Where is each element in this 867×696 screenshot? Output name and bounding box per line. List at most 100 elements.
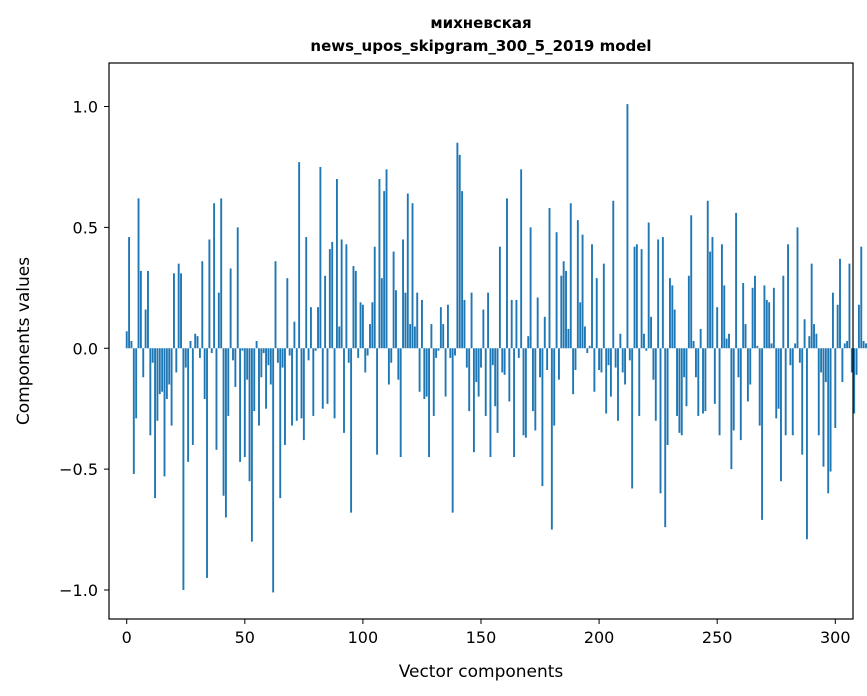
bar <box>789 348 792 366</box>
bar <box>536 297 539 349</box>
chart-title: михневская <box>430 14 531 32</box>
bar <box>659 348 662 494</box>
bar <box>310 307 312 349</box>
bar <box>586 348 589 354</box>
bar <box>543 316 546 349</box>
bar <box>827 348 830 494</box>
bar <box>775 348 778 419</box>
bar <box>494 348 497 407</box>
bar <box>829 348 832 472</box>
bar <box>206 348 208 578</box>
bar <box>558 348 560 380</box>
bar <box>732 348 735 431</box>
bar <box>638 348 641 416</box>
bar <box>465 348 468 368</box>
bar <box>706 200 709 349</box>
bar <box>456 142 459 349</box>
bar <box>699 328 702 349</box>
bar <box>532 348 534 412</box>
bar <box>305 237 308 349</box>
y-tick-label: −1.0 <box>59 581 98 600</box>
bar <box>137 198 140 349</box>
bar <box>742 282 745 349</box>
bar <box>328 249 331 349</box>
bar <box>406 193 409 349</box>
bar <box>357 348 360 358</box>
bar <box>713 348 716 404</box>
bar <box>298 162 301 349</box>
bar <box>650 316 652 349</box>
y-tick-label: 0.0 <box>73 339 98 358</box>
bar <box>498 246 501 349</box>
bar <box>144 309 147 349</box>
bar <box>824 348 827 383</box>
bar <box>449 348 452 358</box>
bar <box>822 348 825 467</box>
bar <box>520 169 523 349</box>
bar <box>177 263 180 349</box>
bar <box>293 321 296 349</box>
x-tick-label: 300 <box>820 628 851 647</box>
bar <box>780 348 782 482</box>
bar <box>489 348 492 458</box>
bar <box>260 348 263 378</box>
bar <box>718 348 721 436</box>
bar <box>189 341 192 349</box>
bar <box>794 343 797 349</box>
bar <box>387 348 390 385</box>
bar <box>413 326 416 349</box>
bar <box>690 215 693 349</box>
bar <box>524 348 527 438</box>
bar <box>503 348 506 375</box>
bar <box>595 278 598 349</box>
bar <box>132 348 135 474</box>
bar <box>201 261 204 349</box>
bar <box>265 348 268 409</box>
y-axis-label: Components values <box>14 257 34 425</box>
bar <box>555 232 558 349</box>
bar <box>442 324 445 349</box>
bar <box>522 348 525 436</box>
bar <box>286 278 289 349</box>
bar <box>725 338 728 349</box>
bar <box>704 348 707 412</box>
bar <box>735 212 738 349</box>
bar <box>423 348 426 400</box>
bar <box>472 348 475 453</box>
bar <box>149 348 152 436</box>
bar <box>697 348 700 416</box>
bar <box>619 333 622 349</box>
bar <box>579 302 582 349</box>
bar <box>621 348 624 373</box>
bar <box>439 307 442 349</box>
bar <box>369 324 371 349</box>
bar <box>284 348 286 445</box>
bar <box>598 348 601 371</box>
bar <box>243 348 246 458</box>
bar <box>383 191 386 349</box>
bar <box>754 275 756 349</box>
x-tick-label: 200 <box>584 628 615 647</box>
bar <box>241 348 244 351</box>
bar <box>446 304 449 349</box>
bar <box>602 263 605 349</box>
bar <box>229 268 232 349</box>
bar <box>191 348 194 445</box>
bar <box>248 348 251 482</box>
bar <box>628 348 631 361</box>
bar <box>746 348 749 402</box>
bar <box>380 278 383 349</box>
bar <box>768 302 771 349</box>
bar <box>361 304 364 349</box>
bar <box>711 237 714 349</box>
bar <box>671 285 674 349</box>
bar <box>288 348 291 356</box>
bar <box>676 348 678 416</box>
bar <box>784 348 787 436</box>
bar <box>180 273 182 349</box>
bar <box>215 348 218 450</box>
bar <box>480 348 482 368</box>
bar <box>692 341 695 349</box>
bar <box>395 290 397 349</box>
bar <box>527 336 530 349</box>
